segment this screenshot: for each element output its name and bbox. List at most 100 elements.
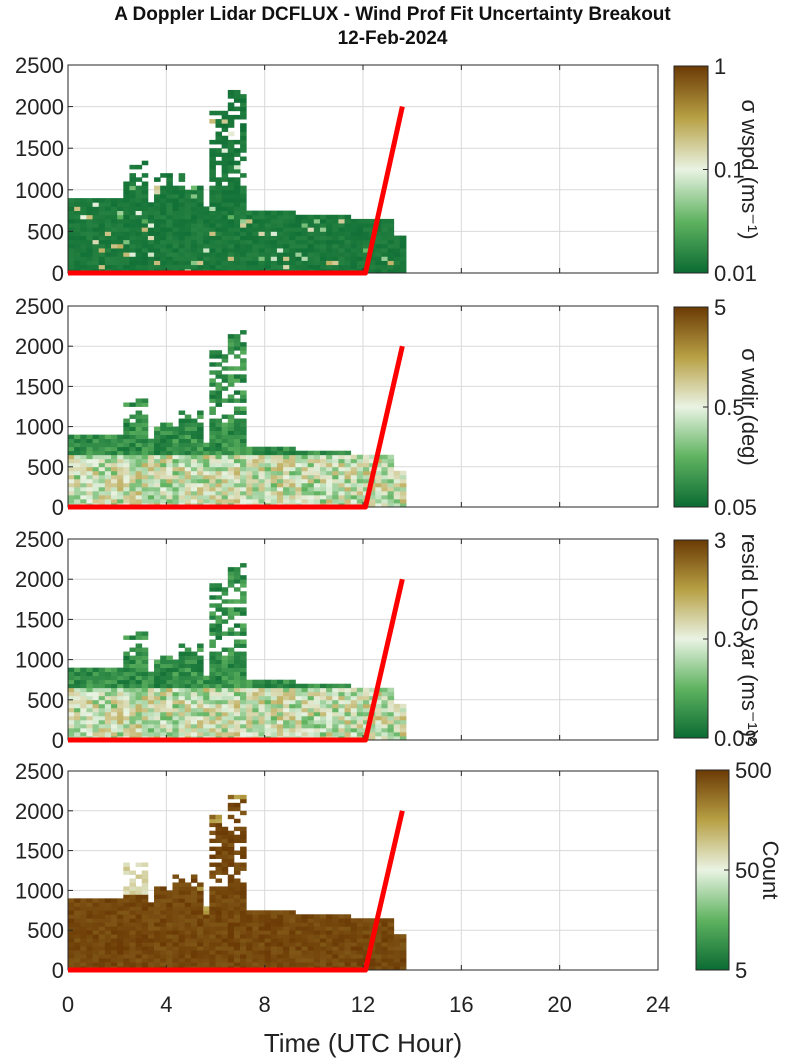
heatmap-cell [209,231,216,236]
heatmap-cell [270,707,278,713]
heatmap-cell [332,711,339,717]
heatmap-cell [301,256,309,261]
heatmap-cell [289,707,296,713]
heatmap-cell [190,223,198,228]
heatmap-cell [295,243,302,249]
heatmap-cell [276,703,284,709]
heatmap-cell [129,430,137,436]
heatmap-cell [246,687,253,693]
heatmap-cell [190,874,198,879]
heatmap-cell [233,218,241,224]
heatmap-cell [246,243,253,249]
heatmap-cell [141,727,149,733]
heatmap-cell [289,235,296,241]
heatmap-cell [123,651,130,656]
heatmap-cell [86,727,93,733]
heatmap-cell [387,922,395,927]
heatmap-cell [258,482,266,488]
heatmap-cell [203,458,210,464]
heatmap-cell [313,450,321,456]
heatmap-cell [363,462,370,468]
heatmap-cell [240,830,247,836]
heatmap-cell [319,466,327,472]
heatmap-cell [289,474,296,480]
heatmap-cell [240,651,247,656]
heatmap-cell [215,458,223,464]
heatmap-cell [313,227,321,232]
heatmap-cell [240,131,247,137]
heatmap-cell [98,218,106,224]
heatmap-cell [381,268,388,274]
heatmap-cell [338,727,345,733]
heatmap-cell [98,434,106,440]
heatmap-cell [123,699,130,705]
heatmap-cell [209,651,216,656]
heatmap-cell [190,699,198,705]
heatmap-cell [264,474,272,480]
heatmap-cell [197,260,204,266]
heatmap-cell [233,106,241,112]
heatmap-cell [172,198,180,203]
heatmap-cell [301,235,309,241]
heatmap-cell [332,942,339,947]
heatmap-cell [240,683,247,689]
heatmap-cell [178,214,186,220]
heatmap-cell [215,934,223,939]
heatmap-cell [178,954,186,959]
heatmap-cell [344,248,352,253]
heatmap-cell [154,914,161,919]
heatmap-cell [313,264,321,270]
heatmap-cell [166,691,173,697]
heatmap-cell [270,235,278,241]
heatmap-cell [135,466,143,472]
heatmap-cell [301,695,309,701]
heatmap-cell [233,446,241,452]
heatmap-cell [289,227,296,232]
heatmap-cell [221,866,229,871]
heatmap-cell [233,256,241,261]
heatmap-cell [203,256,210,261]
heatmap-cell [215,731,223,737]
heatmap-cell [319,703,327,709]
heatmap-cell [184,418,192,423]
heatmap-cell [344,450,352,456]
heatmap-cell [215,430,223,436]
heatmap-cell [338,918,345,923]
heatmap-cell [233,160,241,166]
heatmap-cell [160,886,167,891]
heatmap-cell [92,715,100,721]
heatmap-cell [240,239,247,245]
heatmap-cell [68,679,75,685]
heatmap-cell [86,898,93,903]
heatmap-cell [215,260,223,266]
heatmap-cell [135,631,143,636]
heatmap-cell [258,910,266,915]
heatmap-cell [190,486,198,492]
heatmap-cell [190,898,198,903]
heatmap-cell [92,675,100,681]
heatmap-cell [86,218,93,224]
heatmap-cell [172,227,180,232]
heatmap-cell [233,466,241,472]
heatmap-cell [184,918,192,923]
heatmap-cell [283,210,290,216]
heatmap-cell [369,727,376,733]
heatmap-cell [154,478,161,484]
heatmap-cell [221,139,229,145]
heatmap-cell [203,490,210,496]
heatmap-cell [227,235,235,241]
heatmap-cell [227,218,235,224]
heatmap-cell [154,958,161,963]
heatmap-cell [221,235,229,241]
heatmap-cell [233,169,241,174]
heatmap-cell [319,942,327,947]
heatmap-cell [209,623,216,628]
heatmap-cell [80,683,87,689]
heatmap-cell [190,466,198,472]
heatmap-cell [98,214,106,220]
heatmap-cell [307,934,315,939]
heatmap-cell [123,264,130,270]
heatmap-cell [350,695,358,701]
heatmap-cell [129,490,137,496]
heatmap-cell [154,699,161,705]
